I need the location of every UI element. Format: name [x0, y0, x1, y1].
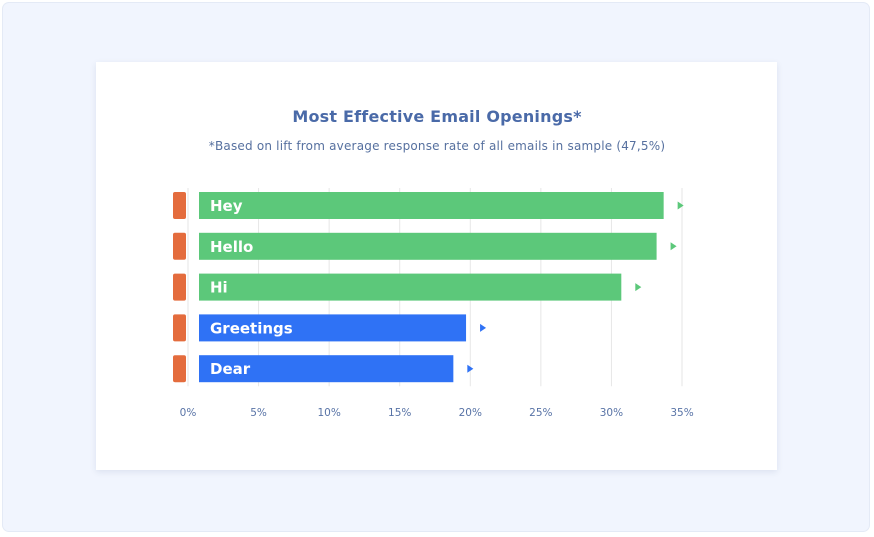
x-tick-label: 5% — [250, 407, 267, 419]
chart-subtitle: *Based on lift from average response rat… — [208, 139, 666, 153]
bar — [199, 273, 622, 301]
bar-label: Greetings — [210, 319, 293, 337]
bar-end-arrow — [480, 323, 487, 332]
x-tick-label: 25% — [529, 407, 552, 419]
x-axis-ticks: 0% 5% 10% 15% 20% 25% 30% 35% — [180, 407, 694, 419]
row-markers — [173, 192, 186, 383]
row-marker — [173, 273, 186, 301]
bars: Hey Hello Hi Greetings Dear — [199, 192, 664, 383]
row-marker — [173, 314, 186, 342]
x-tick-label: 15% — [388, 407, 411, 419]
row-marker — [173, 232, 186, 260]
chart-title: Most Effective Email Openings* — [292, 107, 582, 126]
bar-label: Hi — [210, 279, 228, 297]
row-marker — [173, 355, 186, 383]
bar-label: Hey — [210, 197, 243, 215]
chart-card — [96, 62, 777, 470]
x-tick-label: 30% — [600, 407, 623, 419]
bar — [199, 192, 664, 219]
x-tick-label: 35% — [670, 407, 693, 419]
x-tick-label: 0% — [180, 407, 197, 419]
bar-label: Dear — [210, 360, 251, 378]
bar-end-arrow — [635, 283, 642, 292]
bar — [199, 355, 454, 383]
bar-end-arrow — [467, 364, 474, 373]
row-marker — [173, 192, 186, 219]
bar-end-arrows — [467, 201, 684, 373]
bar-label: Hello — [210, 238, 253, 256]
bar-end-arrow — [677, 201, 684, 210]
x-tick-label: 20% — [459, 407, 482, 419]
bar-end-arrow — [670, 242, 677, 251]
bar — [199, 314, 467, 342]
bar — [199, 232, 657, 260]
x-tick-label: 10% — [317, 407, 340, 419]
